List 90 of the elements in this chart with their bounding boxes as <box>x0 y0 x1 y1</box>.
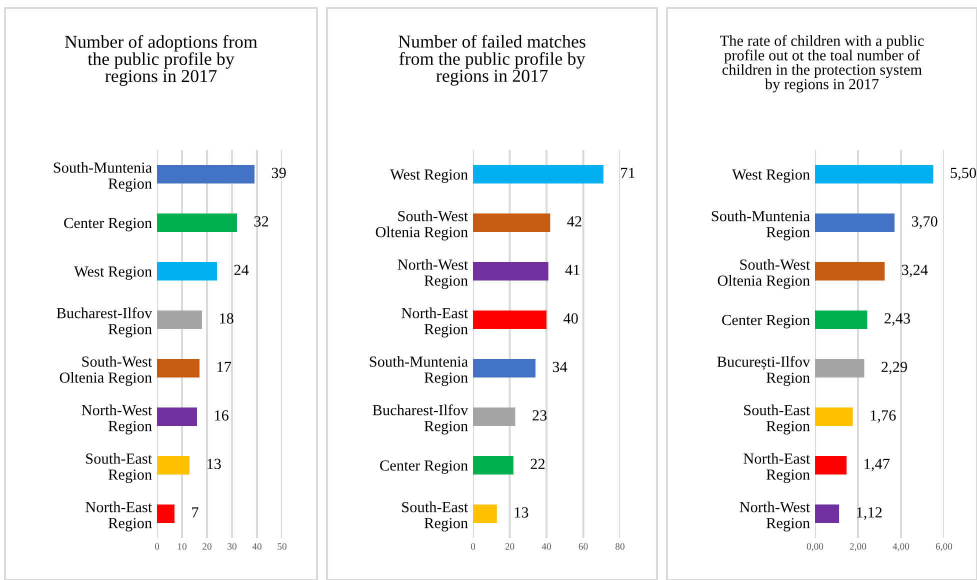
chart-title: Number of adoptions from the public profile by regions in 2017 <box>64 35 258 86</box>
bar <box>815 456 847 474</box>
y-tick-label: Bucharest-Ilfov Region <box>56 307 152 338</box>
bar <box>815 359 864 378</box>
data-label: 1,47 <box>864 458 890 472</box>
y-tick-label: South-Muntenia Region <box>370 356 468 386</box>
y-tick-label: South-East Region <box>744 404 810 434</box>
y-tick-label: North-East Region <box>86 502 152 532</box>
bar <box>157 504 174 523</box>
bar <box>157 262 217 280</box>
bar <box>473 359 536 378</box>
y-tick-label: South-West Oltenia Region <box>60 356 152 386</box>
bar <box>473 456 514 474</box>
y-tick-label: West Region <box>74 266 152 280</box>
y-tick-label: Bucharest-Ilfov Region <box>372 404 468 434</box>
x-tick-label: 6,00 <box>936 543 952 552</box>
x-tick-label: 0,00 <box>806 543 824 552</box>
data-label: 41 <box>565 264 580 275</box>
x-tick-label: 50 <box>278 543 286 550</box>
y-tick-label: West Region <box>390 169 468 183</box>
bar <box>473 165 604 184</box>
x-tick-label: 2,00 <box>850 543 866 552</box>
bar <box>473 310 546 329</box>
bar <box>473 504 497 523</box>
x-tick-label: 20 <box>202 543 212 550</box>
y-tick-label: South-Muntenia Region <box>712 210 810 240</box>
x-tick-label: 30 <box>228 543 236 550</box>
data-label: 16 <box>215 410 228 421</box>
bar <box>157 456 190 474</box>
bar <box>815 408 853 426</box>
y-tick-label: North-West Region <box>740 502 810 532</box>
data-label: 42 <box>567 216 582 226</box>
data-label: 32 <box>254 216 268 227</box>
bar <box>157 359 200 378</box>
bar <box>473 408 516 426</box>
bar <box>157 310 202 329</box>
data-label: 3,24 <box>902 264 928 278</box>
y-tick-label: North-East Region <box>744 453 810 483</box>
bar <box>815 165 934 184</box>
y-tick-label: South-East Region <box>402 502 468 532</box>
y-tick-label: West Region <box>732 169 810 183</box>
x-tick-label: 10 <box>178 543 186 550</box>
data-label: 13 <box>208 458 221 470</box>
y-tick-label: Center Region <box>722 314 810 328</box>
data-label: 22 <box>530 458 545 469</box>
y-tick-label: South-West Oltenia Region <box>376 210 468 240</box>
data-label: 39 <box>272 168 286 178</box>
x-tick-label: 40 <box>252 543 262 550</box>
x-tick-label: 60 <box>578 543 588 550</box>
bar <box>815 214 895 232</box>
chart-title: Number of failed matches from the public profile by regions in 2017 <box>398 34 586 86</box>
x-tick-label: 80 <box>616 543 624 550</box>
data-label: 24 <box>234 264 249 275</box>
y-tick-label: București-Ilfov Region <box>717 356 810 386</box>
bar <box>815 504 840 523</box>
data-label: 1,76 <box>870 410 896 423</box>
y-tick-label: North-East Region <box>402 308 468 338</box>
x-tick-label: 4,00 <box>892 543 910 552</box>
data-label: 2,29 <box>882 362 908 374</box>
y-tick-label: South-Muntenia Region <box>54 162 152 192</box>
y-tick-label: North-West Region <box>82 404 152 434</box>
y-tick-label: Center Region <box>380 460 468 474</box>
bar <box>157 408 197 426</box>
data-label: 23 <box>532 410 547 421</box>
data-label: 13 <box>514 507 528 518</box>
bar <box>157 214 237 232</box>
data-label: 7 <box>192 507 198 518</box>
bar <box>815 310 868 329</box>
x-tick-label: 40 <box>542 543 551 550</box>
bar <box>815 262 885 280</box>
x-tick-label: 0 <box>470 543 476 550</box>
y-tick-label: South-West Oltenia Region <box>718 259 810 289</box>
data-label: 18 <box>220 313 234 324</box>
y-tick-label: South-East Region <box>86 453 152 483</box>
x-tick-label: 0 <box>154 543 160 550</box>
data-label: 71 <box>621 168 634 178</box>
data-label: 2,43 <box>884 313 910 326</box>
bar <box>473 214 550 232</box>
data-label: 1,12 <box>857 507 882 520</box>
data-label: 40 <box>563 313 578 324</box>
y-tick-label: Center Region <box>64 218 152 232</box>
data-label: 17 <box>218 362 232 372</box>
chart-title: The rate of children with a public profile out ot the toal number of children in the protection system by regions in 2017 <box>720 35 924 92</box>
y-tick-label: North-West Region <box>398 259 468 289</box>
data-label: 3,70 <box>912 216 938 229</box>
data-label: 34 <box>552 362 568 372</box>
data-label: 5,50 <box>950 168 976 180</box>
bar <box>473 262 548 280</box>
bar <box>157 165 254 184</box>
x-tick-label: 20 <box>505 543 514 550</box>
